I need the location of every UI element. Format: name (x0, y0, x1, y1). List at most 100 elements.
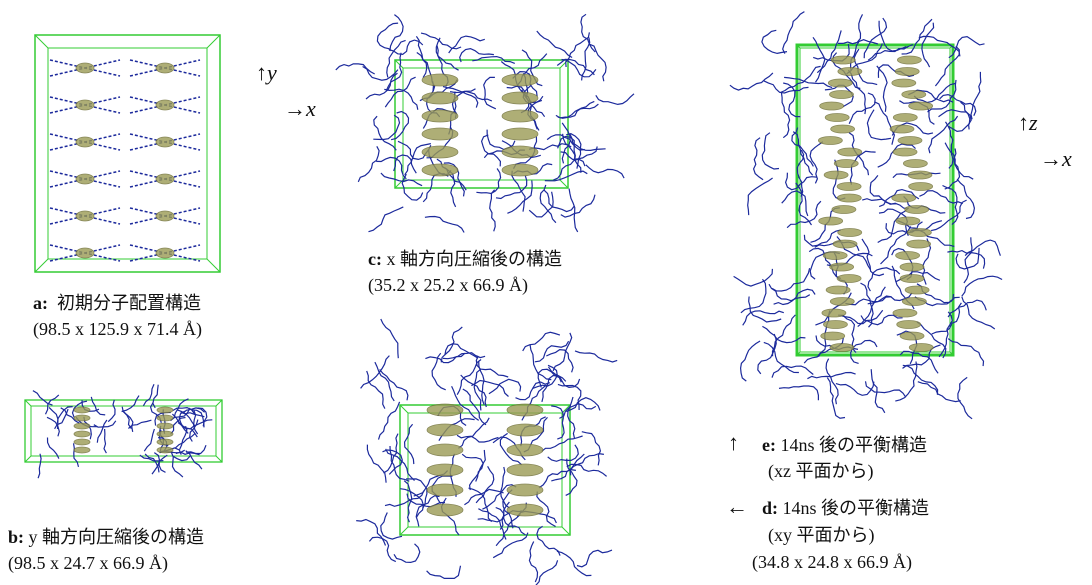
core (502, 146, 538, 158)
chain (762, 326, 805, 342)
box-edge (400, 405, 408, 413)
core (76, 100, 94, 110)
box-edge (25, 400, 31, 406)
box-edge (25, 456, 31, 462)
core (898, 137, 922, 145)
view: (xy 平面から) (768, 526, 875, 544)
core (824, 171, 848, 179)
core (829, 91, 853, 99)
core (507, 444, 543, 456)
panel-title: x 軸方向圧縮後の構造 (386, 249, 562, 269)
core (838, 229, 862, 237)
chain (74, 443, 79, 467)
chain (449, 36, 485, 53)
core (830, 344, 854, 352)
figure: ↑y →x ↑z →x a: 初期分子配置構造 (98.5 x 125.9 x … (0, 0, 1092, 585)
chain (553, 159, 585, 180)
chain (734, 269, 773, 286)
chain (384, 89, 418, 110)
core (825, 114, 849, 122)
chain (405, 424, 414, 464)
chain (577, 550, 612, 567)
box-edge (216, 400, 222, 406)
chain (958, 377, 972, 418)
core (427, 484, 463, 496)
core (422, 74, 458, 86)
core (897, 56, 921, 64)
chain (836, 382, 874, 396)
core (157, 431, 173, 437)
core (895, 68, 919, 76)
core (830, 298, 854, 306)
panel-title: 初期分子配置構造 (57, 293, 201, 313)
chain (144, 429, 154, 451)
chain (586, 165, 624, 178)
core (897, 321, 921, 329)
chain (537, 526, 560, 555)
chain (380, 370, 408, 401)
core (156, 211, 174, 221)
caption: b: y 軸方向圧縮後の構造 (8, 528, 204, 546)
chain (484, 77, 496, 108)
panel-title: y 軸方向圧縮後の構造 (29, 527, 205, 547)
panel-label: d: (762, 498, 778, 518)
core (833, 240, 857, 248)
chain (556, 101, 594, 118)
core (909, 102, 933, 110)
dims: (35.2 x 25.2 x 66.9 Å) (368, 276, 528, 294)
chain (523, 332, 560, 351)
chain (173, 457, 183, 478)
core (896, 252, 920, 260)
chain (962, 276, 1002, 296)
panel-label: e: (762, 435, 776, 455)
chain (964, 237, 972, 283)
chain (895, 362, 917, 402)
core (157, 439, 173, 445)
dims: (34.8 x 24.8 x 66.9 Å) (752, 553, 912, 571)
chain (474, 369, 481, 410)
arrow: ↑ (728, 432, 739, 454)
chain (381, 319, 399, 358)
core (156, 100, 174, 110)
core (76, 248, 94, 258)
chain (749, 297, 782, 323)
core (818, 137, 842, 145)
chain (356, 520, 385, 546)
core (74, 407, 90, 413)
core (908, 171, 932, 179)
chain (389, 40, 423, 54)
core (834, 160, 858, 168)
core (156, 174, 174, 184)
chain (458, 418, 489, 449)
core (819, 217, 843, 225)
chain (436, 38, 458, 70)
core (427, 504, 463, 516)
chain (748, 178, 773, 215)
core (74, 439, 90, 445)
chain (381, 513, 402, 540)
chain (779, 386, 818, 400)
core (909, 183, 933, 191)
axis-label: ↑y (256, 62, 277, 84)
chain (589, 44, 606, 81)
axis-label: →x (284, 98, 316, 120)
core (502, 128, 538, 140)
view: (xz 平面から) (768, 462, 873, 480)
chain (862, 239, 884, 276)
core (907, 229, 931, 237)
chain (850, 151, 875, 184)
chain (190, 420, 213, 430)
axis-label: ↑z (1018, 112, 1038, 134)
core (427, 424, 463, 436)
chain (385, 77, 415, 107)
chain (542, 376, 566, 402)
chain (367, 445, 386, 483)
chain (391, 112, 408, 140)
chain (838, 14, 863, 43)
chain (476, 356, 508, 377)
chain (769, 284, 810, 301)
core (76, 211, 94, 221)
chain (108, 400, 115, 422)
chain (596, 94, 634, 105)
chain (145, 454, 159, 473)
